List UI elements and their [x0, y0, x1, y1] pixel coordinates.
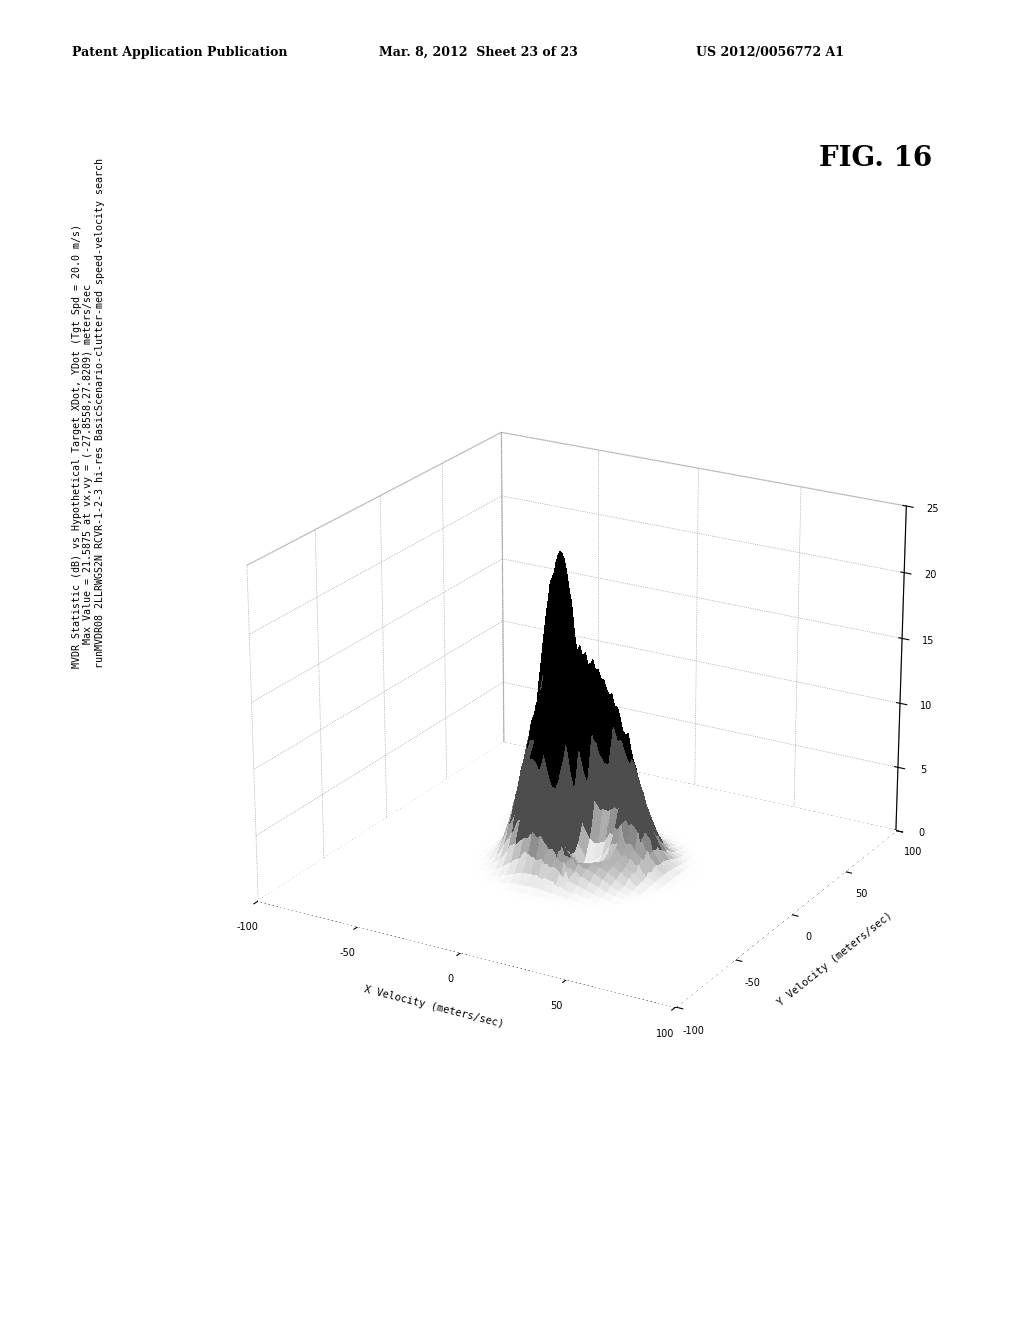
Text: FIG. 16: FIG. 16 — [819, 145, 933, 172]
Text: Mar. 8, 2012  Sheet 23 of 23: Mar. 8, 2012 Sheet 23 of 23 — [379, 46, 578, 59]
Y-axis label: Y Velocity (meters/sec): Y Velocity (meters/sec) — [776, 911, 895, 1008]
X-axis label: X Velocity (meters/sec): X Velocity (meters/sec) — [364, 985, 505, 1030]
Text: Patent Application Publication: Patent Application Publication — [72, 46, 287, 59]
Text: MVDR Statistic (dB) vs Hypothetical Target XDot, YDot (Tgt Spd = 20.0 m/s)
    M: MVDR Statistic (dB) vs Hypothetical Targ… — [72, 158, 104, 668]
Text: US 2012/0056772 A1: US 2012/0056772 A1 — [696, 46, 845, 59]
